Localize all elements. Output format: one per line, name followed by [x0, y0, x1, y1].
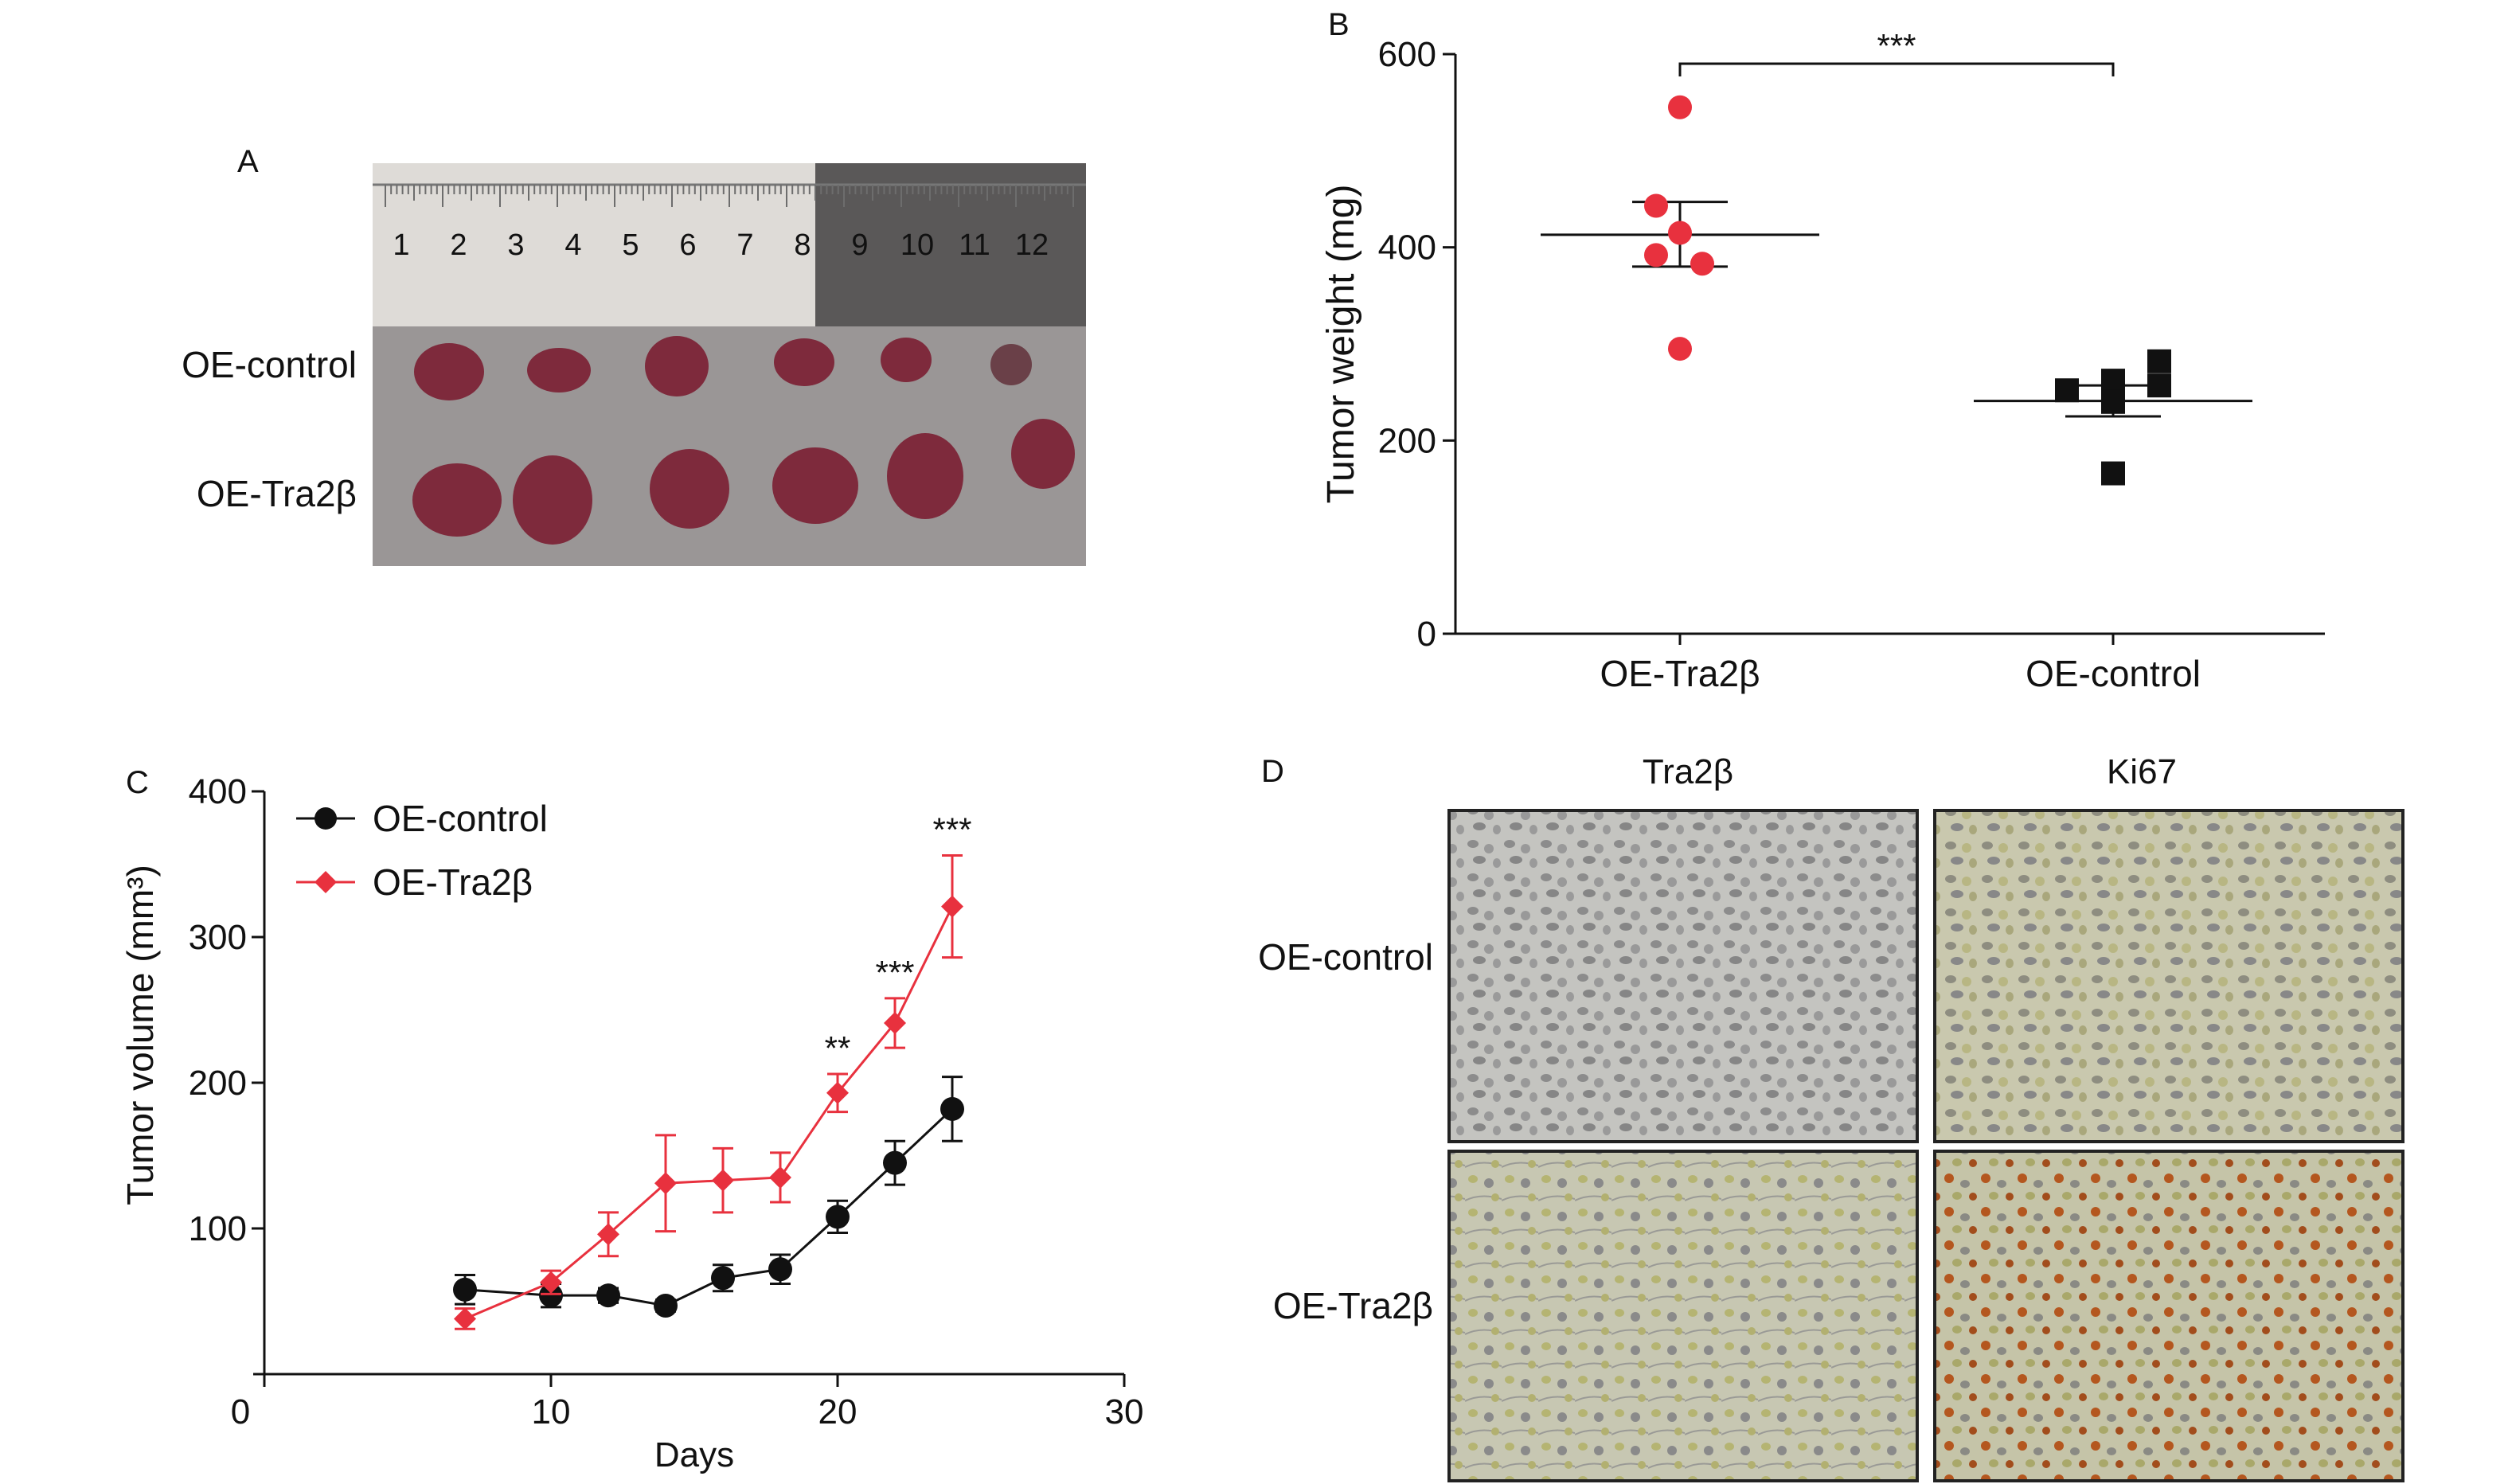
- ihc-image-ki67-control: [1933, 809, 2404, 1143]
- panel-c-point: [826, 1205, 850, 1229]
- panel-c-significance-label: ***: [932, 811, 971, 849]
- panel-d-row-label-tra2b: OE-Tra2β: [1273, 1285, 1433, 1326]
- panel-c-point: [940, 1096, 964, 1121]
- panel-c-axes: 100 200 300 400 0 10 20 30: [189, 772, 1144, 1431]
- panel-c-y-tick-label: 300: [189, 918, 247, 957]
- ruler-number: 9: [851, 228, 868, 262]
- panel-a-row-label-control: OE-control: [182, 344, 357, 385]
- panel-c-y-tick-label: 100: [189, 1209, 247, 1248]
- panel-c-point: [768, 1257, 792, 1282]
- ihc-image-tra2b-control: [1447, 809, 1919, 1143]
- ihc-image-ki67-overexpression: [1933, 1150, 2404, 1482]
- ruler-number: 8: [794, 228, 811, 262]
- panel-c-point: [654, 1172, 677, 1195]
- panel-b-y-tick-label: 400: [1378, 228, 1436, 268]
- panel-a: A 1 2 3 4 5 6 7 8 9 10 11 12 OE-co: [182, 144, 1086, 566]
- ihc-image-tra2b-overexpression: [1447, 1150, 1919, 1482]
- panel-b-point: [1644, 243, 1668, 268]
- ruler-number: 1: [393, 228, 409, 262]
- panel-b-axes: 0 200 400 600 OE-Tra2β OE-control: [1378, 35, 2325, 694]
- panel-d-row-label-control: OE-control: [1258, 936, 1433, 978]
- panel-b-y-tick-label: 0: [1417, 615, 1436, 654]
- panel-c-x-tick-label: 30: [1105, 1392, 1144, 1431]
- panel-c-y-tick-label: 200: [189, 1064, 247, 1103]
- panel-b-point: [1668, 337, 1692, 361]
- panel-c-point: [826, 1081, 849, 1104]
- panel-b-point: [2101, 461, 2125, 486]
- ruler-number: 6: [679, 228, 696, 262]
- panel-c-legend: OE-control OE-Tra2β: [296, 798, 548, 903]
- panel-c-x-tick-label: 10: [532, 1392, 571, 1431]
- panel-a-letter: A: [237, 144, 259, 179]
- panel-b-point: [1668, 221, 1692, 245]
- panel-c-legend-label: OE-Tra2β: [373, 861, 533, 903]
- panel-b-marks: [1541, 62, 2252, 486]
- panel-b-x-tick-label: OE-control: [2026, 653, 2201, 694]
- panel-c-significance-label: **: [825, 1029, 851, 1067]
- panel-c-point: [454, 1307, 476, 1330]
- panel-c-series-line: [464, 1107, 954, 1307]
- panel-c-point: [453, 1277, 477, 1302]
- panel-c-point: [941, 895, 963, 918]
- panel-b-point: [2147, 349, 2171, 373]
- panel-c-x-tick-label: 20: [818, 1392, 857, 1431]
- panel-d-letter: D: [1261, 754, 1284, 789]
- panel-b-y-tick-label: 600: [1378, 35, 1436, 74]
- panel-b: B 0 200 400 600 OE-Tra2β OE-control Tumor wei…: [1320, 7, 2325, 694]
- panel-c-letter: C: [126, 765, 149, 800]
- panel-b-point: [2055, 378, 2079, 403]
- panel-b-point: [2101, 389, 2125, 414]
- panel-b-point: [1668, 95, 1692, 119]
- panel-c-legend-label: OE-control: [373, 798, 548, 839]
- panel-d-col-label-ki67: Ki67: [2107, 752, 2177, 791]
- panel-b-letter: B: [1328, 7, 1350, 42]
- panel-c-y-axis-label: Tumor volume (mm³): [119, 865, 161, 1205]
- panel-b-point: [1644, 193, 1668, 218]
- panel-b-y-tick-label: 200: [1378, 421, 1436, 460]
- panel-c-x-tick-label: 0: [231, 1392, 250, 1431]
- panel-a-row-label-tra2b: OE-Tra2β: [197, 473, 357, 514]
- panel-c-point: [711, 1266, 735, 1291]
- ruler-number: 7: [736, 228, 753, 262]
- panel-c-point: [884, 1011, 906, 1034]
- ruler-number: 2: [450, 228, 467, 262]
- panel-c-significance-label: ***: [875, 954, 914, 991]
- panel-c-point: [540, 1271, 562, 1294]
- panel-b-point: [2147, 373, 2171, 398]
- panel-c-point: [597, 1223, 619, 1246]
- panel-b-y-axis-label: Tumor weight (mg): [1320, 185, 1362, 504]
- panel-b-significance-bracket: [1678, 62, 2115, 76]
- ruler-number: 11: [959, 228, 990, 262]
- panel-b-x-tick-label: OE-Tra2β: [1600, 653, 1760, 694]
- panel-c-point: [596, 1283, 620, 1308]
- panel-d-col-label-tra2b: Tra2β: [1643, 752, 1733, 791]
- tumor-photo: 1 2 3 4 5 6 7 8 9 10 11 12: [373, 163, 1086, 566]
- panel-c-marks: ********: [453, 811, 972, 1330]
- ruler-number: 4: [564, 228, 581, 262]
- panel-b-point: [1690, 252, 1714, 276]
- panel-c-point: [712, 1169, 734, 1192]
- panel-c-legend-marker: [314, 807, 337, 830]
- panel-b-point: [2101, 369, 2125, 393]
- panel-b-significance: ***: [1877, 27, 1916, 64]
- ruler-number: 12: [1015, 228, 1049, 262]
- panel-c-point: [539, 1283, 563, 1308]
- ruler-number: 5: [622, 228, 639, 262]
- panel-c-y-tick-label: 400: [189, 772, 247, 811]
- panel-d: D Tra2β Ki67 OE-control OE-Tra2β: [1258, 752, 2404, 1482]
- ruler-number: 3: [507, 228, 524, 262]
- panel-c-point: [883, 1150, 907, 1175]
- ruler-number: 10: [900, 228, 934, 262]
- panel-c-point: [769, 1166, 791, 1189]
- panel-c-legend-marker: [314, 871, 337, 893]
- panel-c-x-axis-label: Days: [654, 1435, 734, 1474]
- panel-c-point: [654, 1293, 678, 1318]
